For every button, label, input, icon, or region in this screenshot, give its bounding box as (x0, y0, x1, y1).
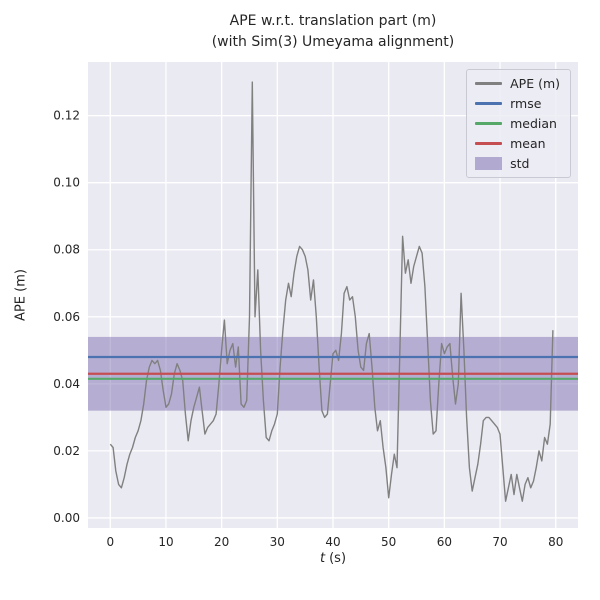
legend-line-swatch (475, 102, 503, 105)
x-tick-label: 10 (158, 535, 173, 549)
y-tick-label: 0.08 (53, 243, 80, 257)
legend-item-std: std (475, 156, 560, 171)
legend-item-median: median (475, 116, 560, 131)
legend-item-mean: mean (475, 136, 560, 151)
legend-label: mean (510, 136, 546, 151)
legend-label: median (510, 116, 557, 131)
x-tick-label: 40 (325, 535, 340, 549)
chart-title: APE w.r.t. translation part (m) (with Si… (88, 11, 578, 53)
legend-label: APE (m) (510, 76, 560, 91)
legend-line-swatch (475, 82, 503, 85)
x-tick-label: 30 (270, 535, 285, 549)
y-tick-label: 0.06 (53, 310, 80, 324)
x-tick-label: 50 (381, 535, 396, 549)
x-tick-label: 70 (492, 535, 507, 549)
y-tick-label: 0.04 (53, 377, 80, 391)
x-axis-label-symbol: t (319, 551, 326, 566)
legend-label: std (510, 156, 530, 171)
legend-item-rmse: rmse (475, 96, 560, 111)
y-tick-label: 0.02 (53, 444, 80, 458)
legend-line-swatch (475, 142, 503, 145)
chart-title-line2: (with Sim(3) Umeyama alignment) (211, 34, 455, 50)
legend: APE (m) rmse median mean std (466, 69, 571, 178)
y-tick-label: 0.10 (53, 176, 80, 190)
y-axis-label: APE (m) (13, 269, 29, 321)
x-tick-label: 80 (548, 535, 563, 549)
chart-title-line1: APE w.r.t. translation part (m) (229, 13, 437, 29)
ape-line (109, 81, 554, 502)
x-tick-label: 60 (437, 535, 452, 549)
legend-line-swatch (475, 122, 503, 125)
x-tick-label: 0 (106, 535, 114, 549)
legend-label: rmse (510, 96, 542, 111)
y-tick-label: 0.12 (53, 109, 80, 123)
x-axis-label-unit: (s) (329, 551, 347, 566)
y-tick-label: 0.00 (53, 511, 80, 525)
legend-item-ape-m-: APE (m) (475, 76, 560, 91)
x-tick-label: 20 (214, 535, 229, 549)
x-axis-label: t (s) (88, 551, 578, 566)
legend-band-swatch (475, 157, 503, 170)
